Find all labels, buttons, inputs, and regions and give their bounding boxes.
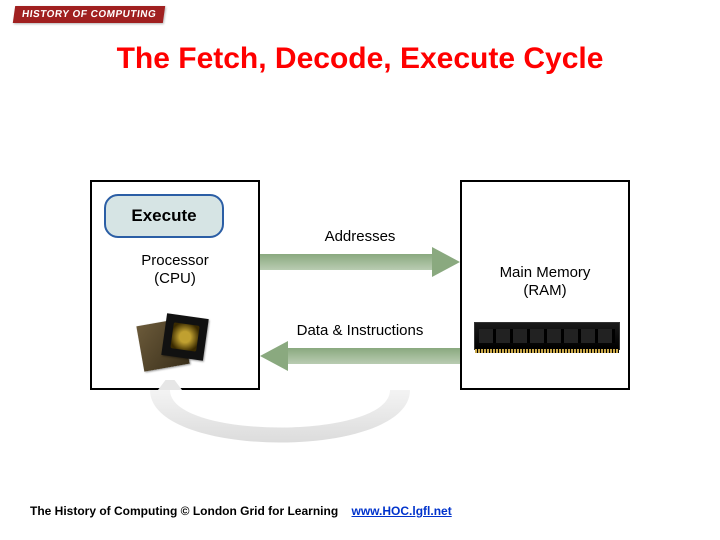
footer: The History of Computing © London Grid f… <box>30 504 452 518</box>
cpu-label-line2: (CPU) <box>154 270 196 287</box>
footer-text: The History of Computing © London Grid f… <box>30 504 338 518</box>
ram-label-line2: (RAM) <box>523 282 566 299</box>
ram-box: Main Memory (RAM) <box>460 180 630 390</box>
cpu-chip-icon <box>138 316 210 372</box>
ram-label: Main Memory (RAM) <box>462 264 628 300</box>
cycle-diagram: Execute Processor (CPU) Main Memory (RAM… <box>90 180 630 410</box>
data-instructions-arrow: Data & Instructions <box>260 322 460 371</box>
addresses-arrow: Addresses <box>260 228 460 277</box>
arrow-right-icon <box>260 247 460 277</box>
ram-stick-icon <box>474 322 620 350</box>
arrow-left-icon <box>260 341 460 371</box>
logo-badge: HISTORY OF COMPUTING <box>13 6 166 23</box>
data-arrow-label: Data & Instructions <box>260 322 460 339</box>
ram-label-line1: Main Memory <box>500 264 591 281</box>
execute-stage-pill: Execute <box>104 194 224 238</box>
page-title: The Fetch, Decode, Execute Cycle <box>0 42 720 76</box>
cpu-box: Execute Processor (CPU) <box>90 180 260 390</box>
addresses-arrow-label: Addresses <box>260 228 460 245</box>
cpu-label: Processor (CPU) <box>92 252 258 288</box>
footer-link[interactable]: www.HOC.lgfl.net <box>352 504 452 518</box>
cpu-label-line1: Processor <box>141 252 209 269</box>
